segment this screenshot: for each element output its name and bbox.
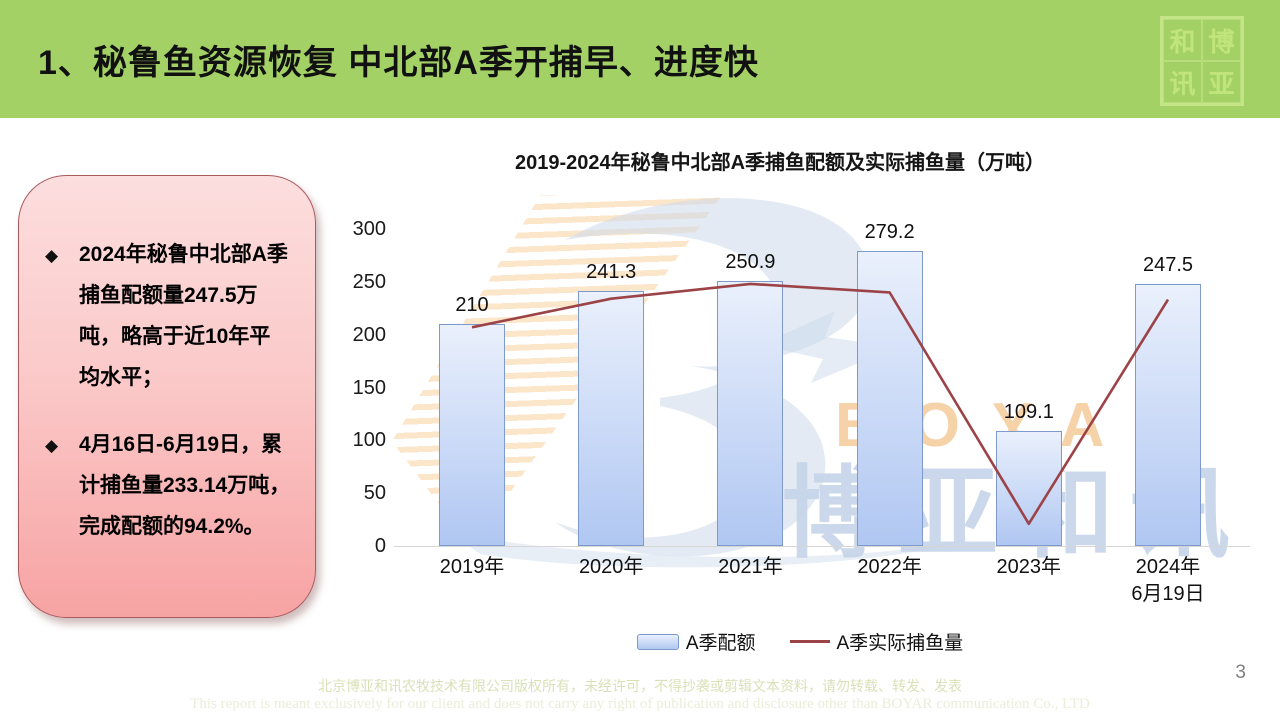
chart-legend: A季配额 A季实际捕鱼量 (330, 628, 1270, 655)
y-axis-tick-label: 100 (352, 429, 386, 452)
chart-area: BOYAR 博亚和讯 2019-2024年秘鲁中北部A季捕鱼配额及实际捕鱼量（万… (330, 140, 1270, 680)
y-axis-tick-label: 250 (352, 270, 386, 293)
bar-data-label: 279.2 (864, 220, 915, 243)
legend-label: A季配额 (685, 633, 756, 654)
diamond-bullet-icon: ◆ (45, 246, 59, 265)
legend-item-catch: A季实际捕鱼量 (789, 628, 964, 655)
header-band: 1、秘鲁鱼资源恢复 中北部A季开捕早、进度快 和 博 讯 亚 (0, 0, 1280, 118)
seal-char: 和 (1163, 19, 1202, 61)
legend-label: A季实际捕鱼量 (836, 633, 964, 654)
page-title: 1、秘鲁鱼资源恢复 中北部A季开捕早、进度快 (38, 43, 759, 82)
quota-bar (1135, 284, 1201, 546)
bar-data-label: 247.5 (1142, 254, 1194, 277)
chart-title: 2019-2024年秘鲁中北部A季捕鱼配额及实际捕鱼量（万吨） (514, 152, 1046, 174)
bar-data-label: 241.3 (586, 261, 637, 284)
catch-line-series (471, 282, 1170, 526)
seal-char: 讯 (1163, 61, 1202, 103)
quota-bar (578, 291, 645, 546)
x-axis-category-label: 2019年 (439, 556, 505, 578)
legend-item-quota: A季配额 (636, 628, 756, 655)
y-axis-tick-label: 150 (352, 376, 386, 399)
boyar-seal-logo: 和 博 讯 亚 (1160, 16, 1244, 106)
seal-char: 亚 (1202, 61, 1241, 103)
line-series-swatch (789, 640, 830, 643)
x-axis-category-label: 2023年 (996, 556, 1062, 578)
plot-area: 0 50 100 150 200 250 300 210 2019年 241.3 2020年 250.… (330, 140, 1270, 680)
bar-data-label: 210 (455, 294, 489, 317)
x-axis-category-label: 2020年 (578, 556, 644, 578)
footer-copyright-cn: 北京博亚和讯农牧技术有限公司版权所有，未经许可，不得抄袭或剪辑文本资料，请勿转载… (318, 678, 962, 694)
quota-bar (856, 250, 923, 546)
y-axis-tick-label: 200 (352, 323, 386, 346)
diamond-bullet-icon: ◆ (45, 436, 59, 455)
bullet-text: 2024年秘鲁中北部A季捕鱼配额量247.5万吨，略高于近10年平均水平； (79, 243, 288, 389)
quota-bar (717, 280, 784, 546)
footer-copyright-en: This report is meant exclusively for our… (190, 696, 1090, 712)
x-axis-category-label: 2022年 (857, 556, 922, 578)
y-axis-tick-label: 50 (363, 482, 386, 505)
summary-callout: ◆ 2024年秘鲁中北部A季捕鱼配额量247.5万吨，略高于近10年平均水平； … (18, 175, 316, 618)
bar-series-swatch (636, 633, 679, 650)
page-number: 3 (1235, 662, 1246, 683)
bullet-text: 4月16日-6月19日，累计捕鱼量233.14万吨，完成配额的94.2%。 (79, 433, 291, 538)
x-axis-line (394, 546, 1250, 547)
x-axis-category-label: 2024年 6月19日 (1131, 556, 1205, 605)
y-axis-tick-label: 0 (374, 535, 386, 557)
seal-char: 博 (1202, 19, 1241, 61)
quota-bar (439, 324, 505, 546)
bar-data-label: 250.9 (725, 250, 776, 273)
bullet-item: ◆ 4月16日-6月19日，累计捕鱼量233.14万吨，完成配额的94.2%。 (45, 424, 291, 547)
bullet-item: ◆ 2024年秘鲁中北部A季捕鱼配额量247.5万吨，略高于近10年平均水平； (45, 234, 291, 398)
x-axis-category-label: 2021年 (718, 556, 783, 578)
y-axis-tick-label: 300 (352, 218, 386, 240)
bar-data-label: 109.1 (1003, 400, 1054, 423)
